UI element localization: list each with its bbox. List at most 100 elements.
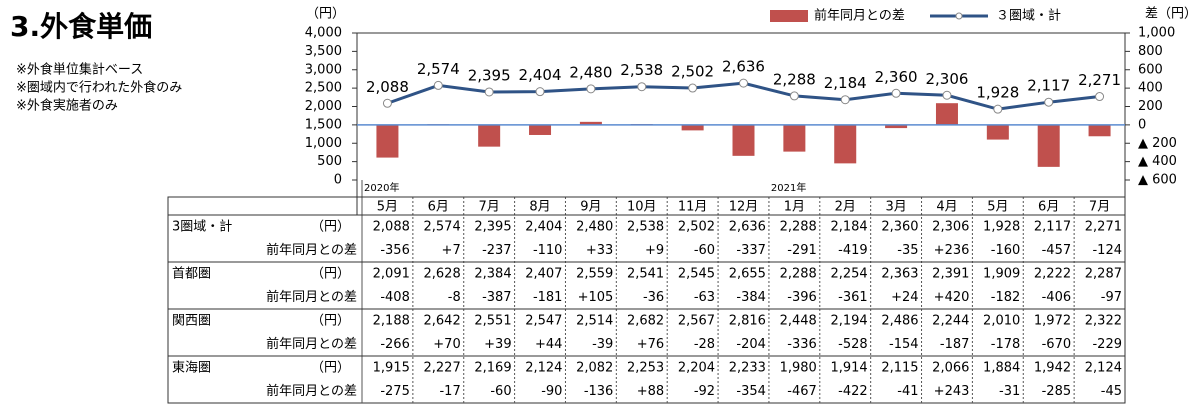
cell: -90 — [541, 384, 562, 399]
marker — [382, 98, 392, 108]
cell: 2,395 — [474, 219, 511, 234]
x-tick-label: 3月 — [885, 200, 906, 215]
cell: 1,972 — [1034, 313, 1071, 328]
data-label: 2,395 — [468, 66, 511, 84]
cell: -354 — [736, 384, 766, 399]
cell: -237 — [482, 243, 512, 258]
cell: 2,642 — [424, 313, 461, 328]
cell: -182 — [991, 290, 1021, 305]
data-label: 2,636 — [722, 58, 765, 76]
cell: -285 — [1042, 384, 1072, 399]
row-unit: （円） — [311, 219, 350, 234]
y2-tick-label: 400 — [1138, 81, 1163, 96]
x-tick-label: 6月 — [1038, 200, 1059, 215]
bar — [935, 103, 958, 125]
cell: 2,322 — [1085, 313, 1122, 328]
cell: -457 — [1042, 243, 1072, 258]
cell: 2,244 — [932, 313, 969, 328]
cell: 2,188 — [373, 313, 410, 328]
row-label: 3圏域・計 — [172, 218, 232, 234]
marker — [1044, 97, 1054, 107]
cell: -422 — [838, 384, 868, 399]
cell: 2,816 — [729, 313, 766, 328]
cell: 2,233 — [729, 360, 766, 375]
cell: 2,559 — [576, 266, 613, 281]
cell: 2,124 — [525, 360, 562, 375]
bar — [1088, 124, 1111, 137]
cell: 2,541 — [627, 266, 664, 281]
y2-unit: 差（円） — [1145, 7, 1197, 22]
marker — [739, 78, 748, 88]
y2-tick-label: 600 — [1138, 62, 1163, 77]
cell: 2,082 — [576, 360, 613, 375]
cell: -291 — [787, 243, 817, 258]
cell: -160 — [991, 243, 1021, 258]
year-label: 2021年 — [771, 181, 806, 194]
y-tick-label: 4,000 — [305, 26, 342, 41]
note: ※外食実施者のみ — [16, 98, 118, 114]
legend-marker — [955, 12, 963, 20]
y-tick-label: 3,000 — [305, 62, 342, 77]
data-label: 2,184 — [824, 74, 867, 92]
marker — [789, 91, 799, 101]
cell: -92 — [694, 384, 715, 399]
bar — [681, 124, 704, 131]
cell: 1,942 — [1034, 360, 1071, 375]
cell: -41 — [897, 384, 918, 399]
y-tick-label: 500 — [317, 154, 342, 169]
cell: 2,066 — [932, 360, 969, 375]
cell: -467 — [787, 384, 817, 399]
x-tick-label: 2月 — [835, 200, 856, 215]
cell: -178 — [991, 337, 1021, 352]
y2-tick-label: ▲ 400 — [1138, 154, 1177, 169]
data-label: 2,306 — [925, 70, 968, 88]
cell: -528 — [838, 337, 868, 352]
row-label: 前年同月との差 — [266, 289, 357, 305]
y2-tick-label: ▲ 600 — [1138, 173, 1177, 188]
y2-tick-label: ▲ 200 — [1138, 136, 1177, 151]
cell: 2,404 — [525, 219, 562, 234]
cell: 2,306 — [932, 219, 969, 234]
bar — [1037, 124, 1060, 167]
bar — [376, 124, 399, 158]
bar — [834, 124, 857, 164]
marker — [586, 84, 596, 94]
cell: 2,091 — [373, 266, 410, 281]
cell: +33 — [586, 243, 613, 258]
note: ※外食単位集計ベース — [16, 62, 143, 78]
cell: 2,480 — [576, 219, 613, 234]
cell: -337 — [736, 243, 766, 258]
cell: 2,363 — [881, 266, 918, 281]
bar — [478, 124, 501, 147]
y2-tick-label: 800 — [1138, 44, 1163, 59]
x-tick-label: 10月 — [627, 200, 657, 215]
year-label: 2020年 — [364, 181, 399, 194]
marker — [891, 88, 901, 98]
cell: -39 — [592, 337, 613, 352]
cell: 2,227 — [424, 360, 461, 375]
cell: 2,010 — [983, 313, 1020, 328]
x-tick-label: 9月 — [580, 200, 601, 215]
row-label: 前年同月との差 — [266, 383, 357, 399]
data-label: 2,538 — [620, 61, 663, 79]
cell: 2,288 — [780, 266, 817, 281]
row-unit: （円） — [311, 266, 350, 281]
cell: -97 — [1101, 290, 1122, 305]
cell: 2,545 — [678, 266, 715, 281]
data-label: 2,271 — [1078, 71, 1121, 89]
y-tick-label: 1,500 — [305, 117, 342, 132]
cell: 2,538 — [627, 219, 664, 234]
cell: -387 — [482, 290, 512, 305]
cell: 1,928 — [983, 219, 1020, 234]
cell: 2,253 — [627, 360, 664, 375]
marker — [484, 87, 494, 97]
cell: 1,980 — [780, 360, 817, 375]
cell: 2,117 — [1034, 219, 1071, 234]
bar — [732, 124, 755, 156]
x-tick-label: 5月 — [987, 200, 1008, 215]
bar — [885, 124, 908, 129]
cell: 2,448 — [780, 313, 817, 328]
cell: 2,360 — [881, 219, 918, 234]
x-tick-label: 11月 — [678, 200, 708, 215]
y-unit: （円） — [306, 7, 345, 22]
